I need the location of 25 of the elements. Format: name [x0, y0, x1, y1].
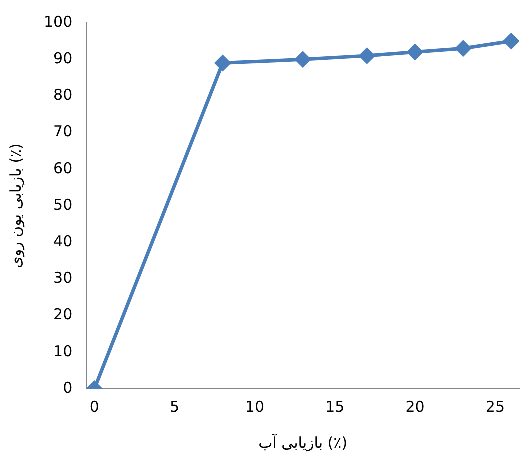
y-tick-label: 40: [54, 232, 73, 250]
x-tick-label: 15: [326, 398, 345, 416]
y-tick-label: 80: [54, 86, 73, 104]
y-tick-label: 0: [63, 378, 73, 397]
y-tick-label: 60: [54, 159, 73, 178]
y-axis-title: بازیابی یون روی (٪): [6, 144, 25, 268]
y-tick-label: 20: [54, 306, 73, 324]
x-tick-label: 20: [406, 398, 425, 416]
point: [359, 48, 375, 64]
x-tick-label: 25: [486, 398, 505, 416]
point: [456, 40, 472, 56]
point: [504, 34, 520, 50]
x-axis-title: بازیابی آب (٪): [258, 432, 348, 452]
point: [295, 52, 311, 68]
y-tick-label: 100: [44, 12, 73, 31]
y-tick-label: 90: [54, 49, 73, 68]
y-tick-label: 70: [54, 122, 73, 141]
x-tick-label: 5: [170, 398, 180, 416]
point: [408, 44, 424, 60]
y-tick-label: 30: [54, 269, 73, 288]
x-tick-label: 0: [90, 398, 100, 416]
y-tick-label: 50: [54, 196, 73, 214]
point: [215, 56, 231, 72]
x-tick-label: 10: [245, 398, 265, 416]
y-tick-label: 10: [54, 342, 73, 360]
